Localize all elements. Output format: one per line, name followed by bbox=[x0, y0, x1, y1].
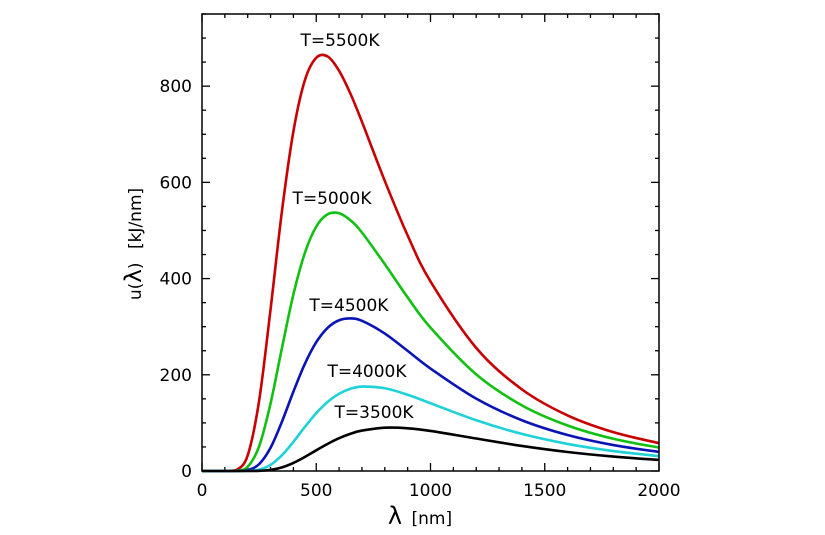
y-tick-label: 200 bbox=[160, 366, 192, 386]
series-annotation: T=5000K bbox=[291, 189, 372, 209]
y-tick-label: 600 bbox=[160, 173, 192, 193]
y-axis-label-symbol: λ bbox=[121, 269, 147, 283]
y-tick-label: 400 bbox=[160, 270, 192, 290]
series-line-t-5000k bbox=[202, 211, 660, 473]
series-annotation: T=5500K bbox=[299, 31, 380, 51]
plot-frame bbox=[201, 13, 660, 472]
series-annotation: T=3500K bbox=[334, 403, 415, 423]
y-axis-label-prefix: u( bbox=[126, 283, 146, 300]
y-axis-label: u(λ) [kJ/nm] bbox=[121, 188, 147, 300]
x-tick-label: 1500 bbox=[523, 481, 566, 501]
annotations: T=5500K T=5000K T=4500K T=4000K T=3500K bbox=[291, 31, 414, 423]
y-tick-label: 0 bbox=[181, 462, 192, 482]
x-tick-label: 1000 bbox=[409, 481, 452, 501]
y-tick-label: 800 bbox=[160, 77, 192, 97]
series-annotation: T=4000K bbox=[326, 362, 407, 382]
y-tick-labels: 0 200 400 600 800 bbox=[160, 77, 192, 482]
x-tick-labels: 0 500 1000 1500 2000 bbox=[197, 481, 681, 501]
x-axis-label: λ [nm] bbox=[388, 502, 452, 530]
x-tick-label: 2000 bbox=[637, 481, 680, 501]
series-lines bbox=[202, 53, 660, 473]
series-line-t-5500k bbox=[202, 53, 660, 473]
series-annotation: T=4500K bbox=[308, 296, 389, 316]
series-line-t-4500k bbox=[202, 317, 660, 473]
y-axis-label-unit: [kJ/nm] bbox=[126, 188, 146, 249]
x-tick-label: 0 bbox=[197, 481, 208, 501]
x-axis-label-symbol: λ bbox=[388, 502, 402, 530]
x-tick-label: 500 bbox=[300, 481, 332, 501]
x-axis-label-unit: [nm] bbox=[412, 509, 453, 529]
y-axis-label-suffix: ) bbox=[126, 262, 146, 269]
